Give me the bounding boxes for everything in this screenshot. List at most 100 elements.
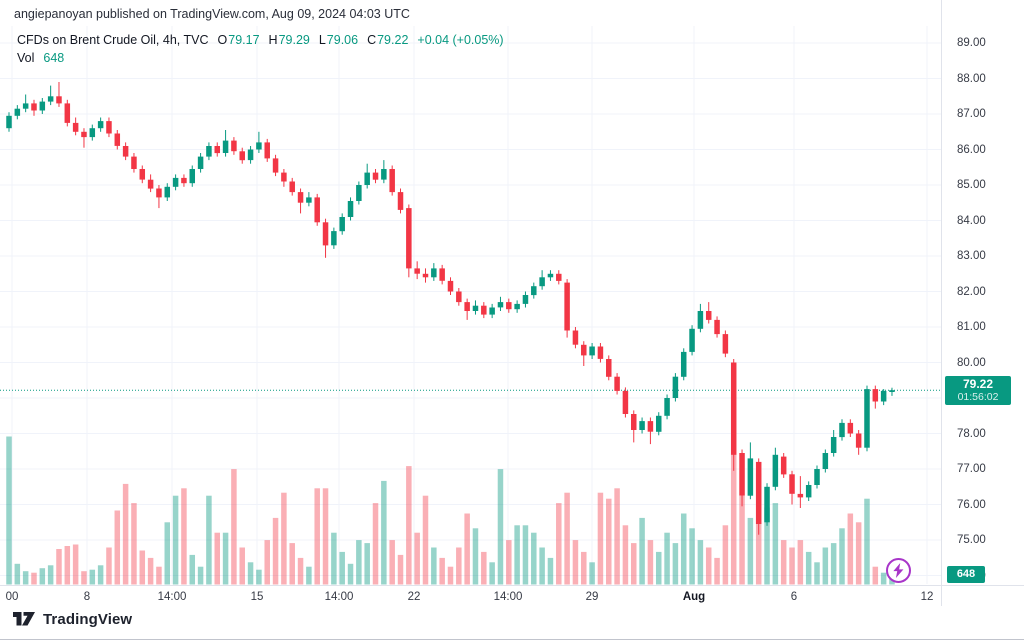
price-axis-label: 75.00 (957, 534, 986, 546)
candle (547, 270, 554, 281)
candle (231, 137, 237, 155)
price-axis-label: 77.00 (957, 463, 986, 475)
candle (397, 188, 404, 214)
candle (597, 343, 604, 363)
volume-bar (830, 543, 837, 585)
price-axis-label: 84.00 (957, 214, 986, 227)
candle (839, 419, 845, 441)
candle (864, 385, 870, 452)
volume-bar (172, 495, 179, 585)
page-bottom-divider (0, 639, 1024, 640)
volume-bar (472, 528, 479, 585)
volume-bar (347, 563, 354, 585)
volume-bar (481, 551, 487, 585)
volume-bar (122, 483, 129, 585)
candle (772, 447, 779, 491)
volume-bar (164, 522, 171, 585)
ohlc-low: L79.06 (318, 33, 359, 47)
volume-bar (89, 569, 96, 585)
candle (356, 181, 362, 205)
volume-bar (589, 562, 595, 585)
last-price-value: 79.22 (962, 377, 994, 391)
volume-bar (406, 466, 412, 585)
price-axis-label: 89.00 (957, 37, 986, 49)
candle (447, 277, 454, 295)
volume-bar (331, 532, 337, 585)
volume-bar (139, 550, 146, 585)
volume-bar (622, 525, 629, 585)
candle (739, 449, 745, 507)
volume-bar (297, 557, 304, 585)
flash-boost-button[interactable] (886, 558, 911, 583)
volume-bar (764, 507, 770, 585)
candle (606, 355, 612, 381)
candlestick-chart[interactable] (0, 0, 941, 586)
time-axis-label: 14:00 (324, 591, 354, 603)
volume-bar (655, 551, 662, 585)
volume-bar (97, 565, 104, 585)
bar-countdown: 01:56:02 (957, 391, 999, 403)
footer-brand[interactable]: TradingView (13, 611, 132, 628)
candle (664, 394, 670, 420)
volume-bar (497, 469, 504, 585)
candle (514, 300, 520, 313)
volume-bar (572, 540, 579, 585)
lightning-bolt-icon (893, 563, 904, 578)
candle (297, 188, 304, 214)
candle (755, 458, 762, 535)
candle (122, 142, 129, 161)
candle (822, 449, 829, 473)
volume-bar (447, 566, 454, 585)
volume-bar (689, 528, 695, 585)
legend-row-main: CFDs on Brent Crude Oil, 4h, TVC O79.17 … (17, 31, 504, 49)
symbol-legend: CFDs on Brent Crude Oil, 4h, TVC O79.17 … (17, 31, 504, 67)
candle (272, 154, 279, 177)
candle (47, 85, 54, 106)
volume-bar (631, 543, 637, 585)
volume-bar (789, 547, 795, 585)
volume-bar (364, 543, 370, 585)
volume-bar (522, 525, 529, 585)
candle (697, 303, 704, 333)
candle (247, 146, 254, 164)
candle (889, 387, 895, 396)
tradingview-logo-icon (13, 612, 35, 626)
volume-bar (314, 488, 320, 585)
symbol-title[interactable]: CFDs on Brent Crude Oil, 4h, TVC (17, 33, 209, 47)
candle (730, 359, 737, 471)
candle (31, 99, 37, 116)
volume-bar (322, 488, 329, 585)
volume-bar (847, 513, 854, 585)
price-axis-label: 88.00 (957, 72, 986, 85)
candle (564, 279, 570, 338)
volume-bar (197, 566, 204, 585)
candle (614, 373, 620, 395)
candle (81, 128, 87, 148)
ohlc-high: H79.29 (268, 33, 310, 47)
volume-bar (805, 551, 812, 585)
volume-bar (547, 557, 554, 585)
volume-bar (872, 566, 879, 585)
price-axis-label: 82.00 (957, 285, 986, 298)
volume-bar (247, 562, 254, 585)
candle (789, 470, 795, 505)
candle (722, 330, 729, 358)
volume-bar (439, 557, 445, 585)
volume-bar (772, 503, 779, 585)
candle (639, 417, 645, 434)
candle (556, 270, 562, 285)
volume-bar (206, 495, 212, 585)
candle (339, 213, 345, 235)
volume-bar (6, 436, 12, 585)
volume-bar (672, 543, 679, 585)
volume-bar (397, 554, 404, 585)
volume-bar (839, 528, 845, 585)
volume-bar (272, 517, 279, 585)
price-axis-label: 81.00 (957, 321, 986, 333)
volume-bar (239, 547, 245, 585)
price-change: +0.04 (+0.05%) (417, 33, 504, 47)
volume-bar (531, 532, 537, 585)
publish-attribution: angiepanoyan published on TradingView.co… (14, 7, 410, 21)
price-axis[interactable]: 89.00 88.00 87.00 86.00 85.00 84.00 83.00 82.00… (941, 0, 1024, 606)
candle (181, 174, 187, 187)
